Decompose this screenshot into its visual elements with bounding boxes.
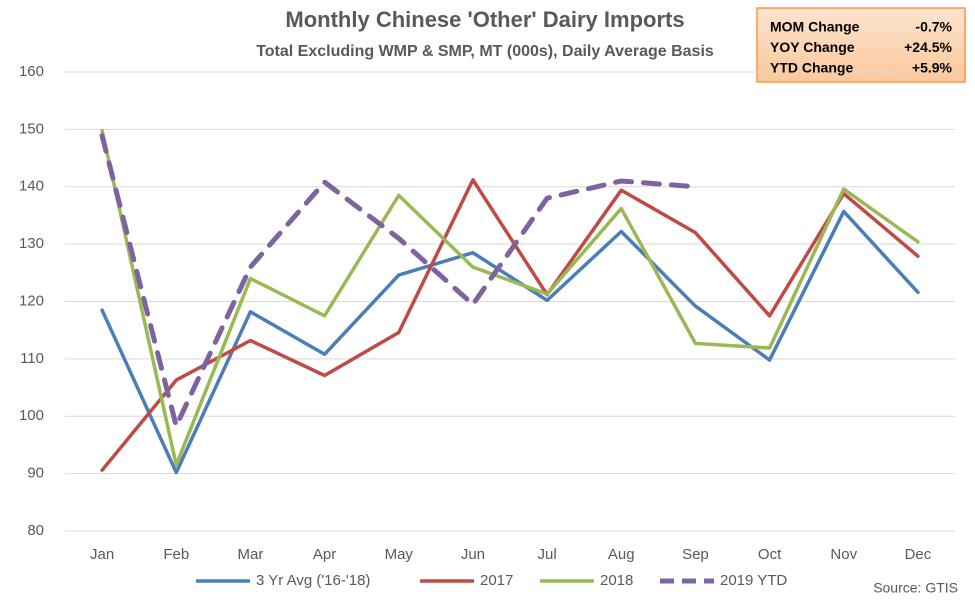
y-tick-label: 100	[19, 407, 44, 424]
x-tick-label: Mar	[237, 546, 263, 563]
y-tick-label: 150	[19, 120, 44, 137]
y-tick-label: 110	[20, 350, 44, 367]
x-tick-label: Jan	[90, 546, 114, 563]
y-tick-label: 120	[19, 292, 44, 309]
legend-label: 2018	[600, 572, 633, 589]
stats-box	[756, 7, 966, 83]
stat-label: YTD Change	[770, 60, 853, 76]
x-tick-label: Feb	[163, 546, 189, 563]
x-tick-label: Nov	[830, 546, 857, 563]
y-tick-label: 90	[27, 465, 44, 482]
y-tick-label: 160	[19, 63, 44, 80]
legend-label: 3 Yr Avg ('16-'18)	[256, 572, 370, 589]
series-line	[99, 133, 698, 429]
source: Source: GTIS	[873, 580, 958, 596]
y-tick-label: 130	[19, 235, 44, 252]
x-tick-label: Jul	[537, 546, 556, 563]
stat-value: +5.9%	[912, 60, 953, 76]
legend-label: 2019 YTD	[720, 572, 787, 589]
stat-label: MOM Change	[770, 19, 860, 35]
series-line	[100, 209, 920, 475]
stat-value: +24.5%	[904, 39, 952, 55]
series-line	[100, 128, 920, 467]
x-tick-label: May	[385, 546, 414, 563]
series-line	[100, 178, 920, 472]
x-tick-label: Oct	[758, 546, 782, 563]
x-tick-label: Jun	[461, 546, 485, 563]
x-tick-label: Apr	[313, 546, 336, 563]
chart-title: Monthly Chinese 'Other' Dairy Imports	[285, 7, 684, 32]
x-tick-label: Sep	[682, 546, 709, 563]
stat-value: -0.7%	[915, 19, 952, 35]
stat-label: YOY Change	[770, 39, 855, 55]
x-tick-label: Aug	[608, 546, 635, 563]
y-tick-label: 80	[27, 522, 44, 539]
chart-subtitle: Total Excluding WMP & SMP, MT (000s), Da…	[256, 43, 714, 60]
legend-label: 2017	[480, 572, 513, 589]
x-tick-label: Dec	[905, 546, 932, 563]
y-tick-label: 140	[19, 178, 44, 195]
